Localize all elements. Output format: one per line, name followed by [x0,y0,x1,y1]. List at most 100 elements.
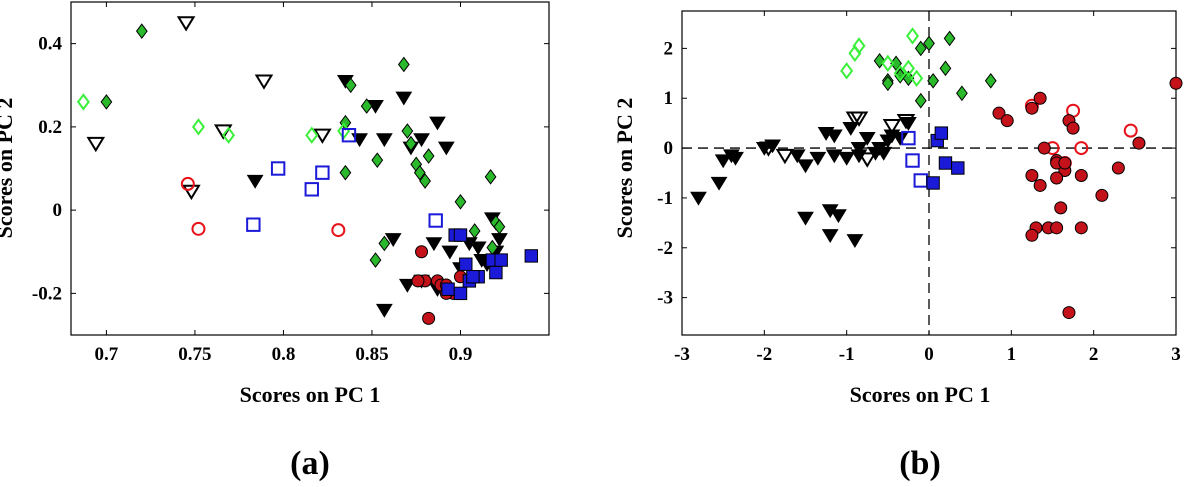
data-point-circle [180,176,195,191]
x-tick-label: 0.9 [449,344,473,365]
data-point-triangle [398,278,416,293]
data-point-triangle [821,229,839,244]
x-axis-title-b: Scores on PC 1 [850,382,991,407]
points-a [76,16,538,325]
data-point-diamond [484,168,497,185]
data-point-diamond [344,77,357,94]
data-point-circle [1123,123,1138,138]
data-point-diamond [305,126,319,144]
data-point-triangle [891,131,909,146]
data-point-triangle [425,237,443,252]
data-point-square [951,161,965,175]
data-point-circle [1062,306,1076,320]
x-tick-label: 0.75 [178,344,211,365]
data-point-triangle [788,149,806,164]
x-tick-label: 0.8 [272,344,296,365]
data-point-circle [1066,121,1080,135]
data-point-diamond [468,223,481,239]
data-point-diamond [493,218,506,235]
data-point-triangle [842,122,860,136]
data-point-circle [1025,101,1039,115]
data-point-diamond [378,235,391,252]
data-point-circle [1058,156,1072,170]
data-point-triangle [469,241,487,256]
data-point-triangle [797,211,814,226]
data-point-diamond [413,164,426,181]
data-point-circle [1050,171,1064,185]
data-point-diamond [360,98,373,114]
data-point-diamond [397,56,410,73]
x-tick-label: 3 [1171,344,1181,365]
points-b [690,27,1183,320]
data-point-square [489,265,503,280]
data-point-diamond [881,75,894,92]
data-point-square [441,282,455,296]
data-point-triangle [86,136,106,153]
data-point-triangle [882,119,902,135]
data-point-triangle [727,151,744,166]
data-point-diamond [984,72,997,89]
x-tick-label: -1 [839,344,855,365]
x-tick-label: 0.7 [95,344,119,365]
x-axis-title-a: Scores on PC 1 [240,382,381,407]
y-tick-label: 1 [664,88,674,109]
data-point-circle [1025,168,1039,182]
data-point-triangle [849,111,869,127]
data-point-triangle [797,159,814,174]
data-point-diamond [956,85,968,102]
data-point-triangle [875,146,893,161]
data-point-circle [1169,76,1183,90]
x-tick-label: 0 [924,344,934,365]
data-point-triangle [821,204,839,219]
data-point-triangle [775,148,795,165]
data-point-diamond [840,62,854,80]
data-point-triangle [375,133,393,148]
data-point-circle [415,245,429,259]
data-point-square [901,130,916,146]
data-point-circle [1111,161,1125,175]
data-point-diamond [881,54,895,73]
data-point-diamond [910,69,924,87]
data-point-triangle [850,141,868,156]
data-point-circle [1033,91,1047,105]
data-point-diamond [454,193,467,210]
plot-area-a [70,1,550,336]
data-point-diamond [914,92,927,109]
y-tick-label: 0.2 [38,117,62,138]
x-tick-label: 0.85 [355,344,388,365]
x-ticks-a: 0.7 0.75 0.8 0.85 0.9 [95,2,473,365]
data-point-triangle [384,233,402,247]
data-point-diamond [419,173,431,189]
data-point-diamond [371,152,384,169]
x-tick-label: 2 [1089,344,1099,365]
x-tick-label: 1 [1007,344,1017,365]
data-point-triangle [429,116,446,131]
data-point-triangle [714,154,732,169]
data-point-square [304,182,319,197]
y-tick-label: -0.2 [32,283,62,304]
data-point-circle [1074,221,1088,235]
data-point-triangle [830,209,847,224]
data-point-circle [411,274,425,288]
data-point-diamond [339,164,352,181]
data-point-diamond [943,30,956,47]
data-point-diamond [927,72,939,89]
data-point-square [270,161,286,176]
data-point-triangle [857,152,877,168]
y-ticks-b: -3 -2 -1 0 1 2 [657,38,1176,309]
data-point-triangle [838,151,856,166]
data-point-triangle [437,141,455,156]
data-point-diamond [852,37,866,55]
data-point-circle [1037,141,1051,155]
data-point-circle [1000,114,1014,128]
data-point-diamond [422,148,435,164]
data-point-square [459,257,473,271]
data-point-square [453,228,468,242]
data-point-diamond [914,40,927,57]
data-point-diamond [401,123,414,139]
data-point-circle [1033,178,1047,192]
data-point-triangle [846,234,864,249]
y-ticks-a: -0.2 0 0.2 0.4 [32,34,549,304]
data-point-square [453,286,468,301]
data-point-triangle [395,91,413,106]
